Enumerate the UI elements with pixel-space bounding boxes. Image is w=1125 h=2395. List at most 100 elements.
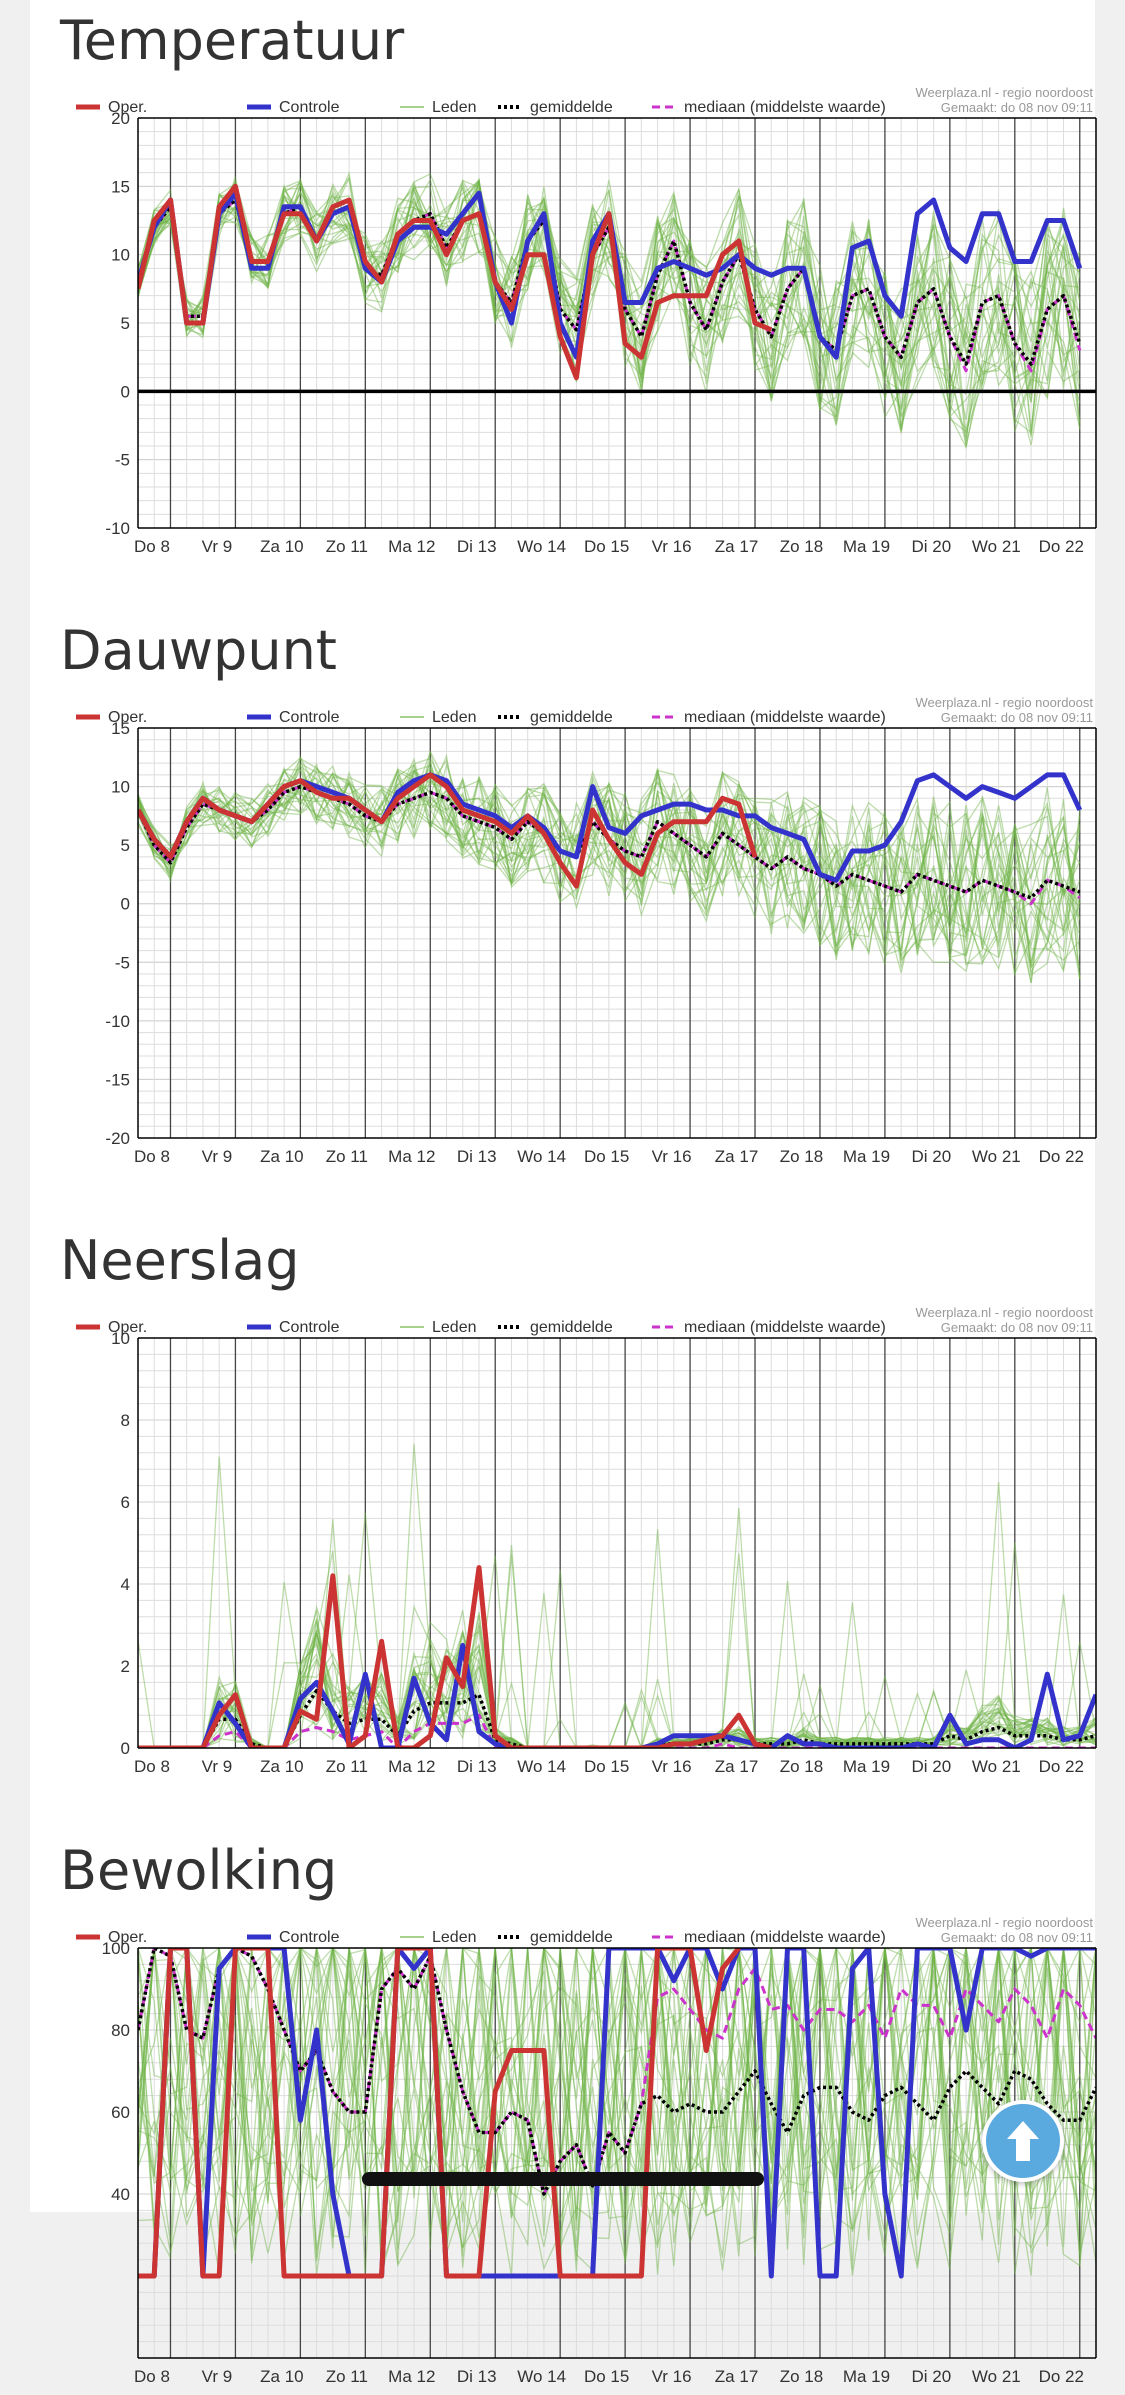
- x-tick-label: Vr 16: [652, 2367, 692, 2386]
- created-text: Gemaakt: do 08 nov 09:11: [941, 100, 1093, 115]
- x-tick-label: Do 8: [134, 2367, 170, 2386]
- x-tick-label: Do 22: [1039, 1147, 1084, 1166]
- legend-label-gemiddelde: gemiddelde: [530, 709, 613, 726]
- scroll-to-top-button[interactable]: [982, 2100, 1064, 2182]
- legend-label-mediaan: mediaan (middelste waarde): [684, 99, 886, 116]
- series-line-oper: [138, 183, 773, 381]
- x-tick-label: Vr 9: [202, 1757, 233, 1776]
- created-text: Gemaakt: do 08 nov 09:11: [941, 1930, 1093, 1945]
- member-line: [138, 770, 1081, 952]
- source-text: Weerplaza.nl - regio noordoost: [915, 85, 1093, 100]
- member-line: [138, 766, 1081, 959]
- section-title-temperatuur: Temperatuur: [60, 9, 405, 72]
- x-tick-label: Zo 18: [780, 1147, 823, 1166]
- y-tick-label: 8: [121, 1411, 130, 1430]
- member-line: [138, 1948, 1096, 2248]
- x-tick-label: Di 13: [457, 1757, 497, 1776]
- series-line-mediaan: [138, 1948, 1096, 2196]
- member-line: [138, 1443, 1096, 1748]
- x-tick-label: Zo 11: [326, 1147, 368, 1166]
- y-tick-label: 60: [111, 2103, 130, 2122]
- series-line-oper: [138, 772, 758, 889]
- legend-label-leden: Leden: [432, 1929, 477, 1946]
- x-tick-label: Ma 12: [388, 537, 435, 556]
- x-tick-label: Vr 9: [202, 537, 233, 556]
- x-tick-label: Do 22: [1039, 2367, 1084, 2386]
- x-tick-label: Di 20: [912, 2367, 952, 2386]
- page-content: Temperatuur Weerplaza.nl - regio noordoo…: [30, 0, 1097, 2386]
- x-tick-label: Di 20: [912, 537, 952, 556]
- x-tick-label: Ma 19: [843, 1147, 890, 1166]
- source-text: Weerplaza.nl - regio noordoost: [915, 1305, 1093, 1320]
- y-tick-label: 4: [121, 1575, 130, 1594]
- member-line: [138, 1948, 1096, 2255]
- y-tick-label: 0: [121, 1739, 130, 1758]
- y-tick-label: 10: [111, 1329, 130, 1348]
- x-tick-label: Zo 18: [780, 1757, 823, 1776]
- x-tick-label: Za 17: [715, 1757, 758, 1776]
- member-line: [138, 183, 1081, 424]
- member-line: [138, 1507, 1096, 1748]
- series-line-controle: [138, 1643, 1096, 1748]
- x-tick-label: Zo 11: [326, 1757, 368, 1776]
- legend-label-mediaan: mediaan (middelste waarde): [684, 1319, 886, 1336]
- section-title-neerslag: Neerslag: [60, 1229, 300, 1292]
- plot-area: [138, 171, 1083, 450]
- section-title-bewolking: Bewolking: [60, 1839, 338, 1902]
- member-line: [138, 770, 1081, 967]
- x-tick-label: Ma 19: [843, 537, 890, 556]
- source-text: Weerplaza.nl - regio noordoost: [915, 695, 1093, 710]
- arrow-up-icon: [1007, 2121, 1039, 2161]
- x-tick-label: Do 8: [134, 1147, 170, 1166]
- section-title-dauwpunt: Dauwpunt: [60, 619, 337, 682]
- created-text: Gemaakt: do 08 nov 09:11: [941, 1320, 1093, 1335]
- legend-label-leden: Leden: [432, 1319, 477, 1336]
- x-tick-label: Wo 21: [972, 2367, 1021, 2386]
- member-line: [138, 781, 1081, 976]
- legend-label-leden: Leden: [432, 709, 477, 726]
- member-line: [138, 1948, 1096, 2260]
- member-line: [138, 1512, 1096, 1748]
- member-line: [138, 1948, 1096, 2263]
- y-tick-label: 80: [111, 2021, 130, 2040]
- member-line: [138, 179, 1081, 441]
- member-line: [138, 1948, 1096, 2275]
- member-line: [138, 753, 1081, 984]
- member-line: [138, 1644, 1096, 1748]
- legend-label-gemiddelde: gemiddelde: [530, 99, 613, 116]
- y-tick-label: 2: [121, 1657, 130, 1676]
- member-line: [138, 772, 1081, 958]
- member-line: [138, 757, 1081, 984]
- member-line: [138, 760, 1081, 977]
- member-line: [138, 1636, 1096, 1748]
- y-tick-label: -20: [105, 1129, 130, 1148]
- source-text: Weerplaza.nl - regio noordoost: [915, 1915, 1093, 1930]
- member-line: [138, 1948, 1096, 2275]
- member-line: [138, 1948, 1096, 2270]
- plot-area: [138, 750, 1083, 984]
- member-line: [138, 1542, 1096, 1748]
- x-tick-label: Za 17: [715, 537, 758, 556]
- member-line: [138, 180, 1081, 438]
- x-tick-label: Do 8: [134, 1757, 170, 1776]
- member-line: [138, 757, 1081, 973]
- member-line: [138, 1948, 1096, 2255]
- plot-area: [138, 1443, 1096, 1748]
- member-line: [138, 769, 1081, 957]
- series-line-mediaan: [138, 1713, 1096, 1748]
- member-line: [138, 1948, 1096, 2271]
- x-tick-label: Ma 19: [843, 1757, 890, 1776]
- x-tick-label: Za 10: [260, 1757, 303, 1776]
- member-line: [138, 1948, 1096, 2270]
- x-tick-label: Ma 12: [388, 2367, 435, 2386]
- member-line: [138, 181, 1081, 400]
- member-line: [138, 1948, 1096, 2260]
- x-tick-label: Di 13: [457, 1147, 497, 1166]
- legend-label-oper: Oper.: [108, 709, 147, 726]
- legend-label-oper: Oper.: [108, 1929, 147, 1946]
- x-tick-label: Za 17: [715, 2367, 758, 2386]
- x-tick-label: Di 20: [912, 1147, 952, 1166]
- x-tick-label: Do 15: [584, 2367, 629, 2386]
